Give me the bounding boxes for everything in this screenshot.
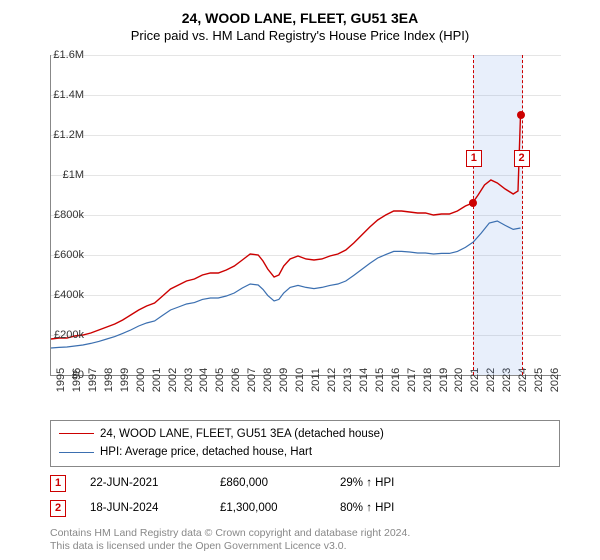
sale-row-price: £1,300,000 <box>220 502 340 514</box>
sale-marker-1: 1 <box>466 150 482 167</box>
legend-label-property: 24, WOOD LANE, FLEET, GU51 3EA (detached… <box>100 428 384 440</box>
series-line-property <box>51 115 521 339</box>
y-axis-tick-label: £600k <box>44 249 84 261</box>
sale-row-2: 2 18-JUN-2024£1,300,00080% ↑ HPI <box>50 500 560 517</box>
sale-marker-2: 2 <box>514 150 530 167</box>
legend-block: 24, WOOD LANE, FLEET, GU51 3EA (detached… <box>50 420 560 517</box>
series-line-hpi <box>51 221 521 348</box>
y-axis-tick-label: £1.2M <box>44 129 84 141</box>
y-axis-tick-label: £400k <box>44 289 84 301</box>
sale-point-1 <box>469 199 477 207</box>
legend-swatch-hpi <box>59 452 94 453</box>
sale-row-delta: 29% ↑ HPI <box>340 477 460 489</box>
y-axis-tick-label: £1.4M <box>44 89 84 101</box>
y-axis-tick-label: £0 <box>44 369 84 381</box>
chart-title-main: 24, WOOD LANE, FLEET, GU51 3EA <box>0 0 600 26</box>
sale-row-date: 22-JUN-2021 <box>90 477 220 489</box>
sale-row-date: 18-JUN-2024 <box>90 502 220 514</box>
sale-row-price: £860,000 <box>220 477 340 489</box>
legend-series-box: 24, WOOD LANE, FLEET, GU51 3EA (detached… <box>50 420 560 467</box>
legend-swatch-property <box>59 433 94 434</box>
sale-row-marker: 1 <box>50 475 66 492</box>
y-axis-tick-label: £1.6M <box>44 49 84 61</box>
y-axis-tick-label: £800k <box>44 209 84 221</box>
footer-line-1: Contains HM Land Registry data © Crown c… <box>50 527 410 541</box>
footer-attribution: Contains HM Land Registry data © Crown c… <box>50 527 410 554</box>
sale-row-1: 1 22-JUN-2021£860,00029% ↑ HPI <box>50 475 560 492</box>
sale-row-delta: 80% ↑ HPI <box>340 502 460 514</box>
sale-point-2 <box>517 111 525 119</box>
sale-row-marker: 2 <box>50 500 66 517</box>
legend-label-hpi: HPI: Average price, detached house, Hart <box>100 446 312 458</box>
y-axis-tick-label: £200k <box>44 329 84 341</box>
y-axis-tick-label: £1M <box>44 169 84 181</box>
chart-plot-area: 1995199619971998199920002001200220032004… <box>50 55 561 376</box>
legend-entry-hpi: HPI: Average price, detached house, Hart <box>59 443 551 461</box>
chart-title-sub: Price paid vs. HM Land Registry's House … <box>0 26 600 43</box>
legend-entry-property: 24, WOOD LANE, FLEET, GU51 3EA (detached… <box>59 425 551 443</box>
footer-line-2: This data is licensed under the Open Gov… <box>50 540 410 554</box>
